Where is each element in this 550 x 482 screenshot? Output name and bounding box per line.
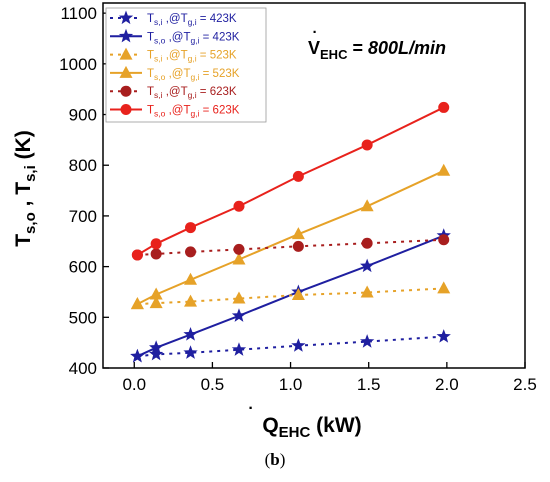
y-axis-title: Ts,o , Ts,i (K) <box>12 130 39 247</box>
x-tick-label: 1.5 <box>357 375 381 394</box>
legend-marker-s4 <box>119 65 133 78</box>
y-title-unit: (K) <box>12 130 35 165</box>
y-tick-label: 400 <box>69 359 97 378</box>
y-title-part2: T <box>12 182 35 195</box>
series-markers <box>130 101 451 363</box>
legend-marker-s1 <box>118 10 134 25</box>
y-tick-label: 1000 <box>59 55 97 74</box>
y-tick-label: 500 <box>69 308 97 327</box>
legend-box <box>105 7 267 123</box>
legend-marker-s5 <box>120 85 132 97</box>
series-lines <box>136 106 445 358</box>
annotation-sub: EHC <box>320 47 348 62</box>
x-axis-title: QEHC (kW) <box>262 414 361 441</box>
x-tick-label: 0.0 <box>122 375 146 394</box>
data-point-s5 <box>185 246 197 258</box>
legend-label-s3: Ts,i ,@Tg,i = 523K <box>147 50 237 64</box>
data-point-s6 <box>292 170 304 182</box>
series-line-s6 <box>136 106 445 256</box>
annotation-eq: = <box>347 38 368 58</box>
data-point-s4 <box>130 297 144 310</box>
y-title-sep: , <box>12 195 35 213</box>
data-point-s3 <box>437 281 451 294</box>
y-title-sub2: s,i <box>22 165 39 182</box>
data-point-s4 <box>232 252 246 265</box>
chart: 0.0 0.5 1.0 1.5 2.0 2.5 400 500 600 700 800 900 100… <box>12 2 537 441</box>
data-point-s6 <box>131 249 143 261</box>
data-point-s6 <box>150 238 162 250</box>
data-point-s1 <box>360 334 375 348</box>
flow-rate-annotation: VEHC = 800L/min <box>308 38 446 62</box>
data-point-s2 <box>183 327 198 341</box>
data-point-s2 <box>231 308 247 322</box>
plot-frame <box>102 2 526 369</box>
data-point-s6 <box>233 200 245 212</box>
data-point-s1 <box>183 345 198 359</box>
series-line-s4 <box>136 169 445 306</box>
y-axis-ticks: 400 500 600 700 800 900 1000 1100 <box>59 4 109 378</box>
y-tick-label: 1100 <box>60 4 97 23</box>
data-point-s3 <box>184 294 198 307</box>
figure-caption: (b) <box>264 450 286 469</box>
data-point-s1 <box>436 329 451 343</box>
series-line-s1 <box>137 335 444 358</box>
x-axis-ticks: 0.0 0.5 1.0 1.5 2.0 2.5 <box>122 362 537 394</box>
legend: Ts,i ,@Tg,i = 423K Ts,o ,@Tg,i = 423K Ts,i… <box>105 7 267 123</box>
y-title-sub1: s,o <box>22 212 39 234</box>
legend-marker-s2 <box>118 28 134 43</box>
data-point-s6 <box>438 101 450 113</box>
data-point-s1 <box>291 338 306 352</box>
legend-label-s2: Ts,o ,@Tg,i = 423K <box>147 31 240 45</box>
legend-label-s1: Ts,i ,@Tg,i = 423K <box>147 13 237 27</box>
legend-marker-s6 <box>120 104 132 115</box>
data-point-s4 <box>437 163 451 176</box>
y-tick-label: 800 <box>69 156 97 175</box>
data-point-s1 <box>149 346 164 361</box>
y-title-part1: T <box>12 234 35 247</box>
data-point-s3 <box>149 296 163 309</box>
data-point-s5 <box>361 237 373 249</box>
data-point-s2 <box>130 348 145 363</box>
data-point-s5 <box>292 240 304 252</box>
data-point-s2 <box>360 258 375 273</box>
data-point-s1 <box>231 342 247 356</box>
x-title-sub: EHC <box>279 424 311 441</box>
series-line-s5 <box>137 238 444 256</box>
legend-label-s4: Ts,o ,@Tg,i = 523K <box>147 68 240 82</box>
y-tick-label: 900 <box>69 106 97 125</box>
data-point-s5 <box>233 243 245 255</box>
annotation-main: V <box>308 38 320 58</box>
data-point-s5 <box>150 248 162 260</box>
legend-label-s5: Ts,i ,@Tg,i = 623K <box>147 86 237 100</box>
legend-marker-s3 <box>119 47 133 60</box>
series-line-s3 <box>137 287 444 306</box>
data-point-s6 <box>185 222 197 234</box>
x-title-unit: (kW) <box>310 414 361 437</box>
data-point-s4 <box>149 287 163 300</box>
caption-letter: b <box>270 450 280 469</box>
data-point-s4 <box>360 199 374 212</box>
annotation-dot: · <box>313 24 318 41</box>
x-tick-label: 0.5 <box>201 375 225 394</box>
x-tick-label: 2.5 <box>513 375 537 394</box>
data-point-s3 <box>291 288 305 300</box>
legend-label-s6: Ts,o ,@Tg,i = 623K <box>147 105 240 119</box>
data-point-s6 <box>361 139 373 151</box>
data-point-s4 <box>291 227 305 240</box>
y-tick-label: 600 <box>69 258 97 277</box>
annotation-value: 800L/min <box>368 38 446 58</box>
data-point-s3 <box>360 285 374 298</box>
data-point-s5 <box>438 234 450 246</box>
x-title-main: Q <box>262 414 278 437</box>
x-tick-label: 1.0 <box>279 375 303 394</box>
x-tick-label: 2.0 <box>435 375 459 394</box>
data-point-s3 <box>232 291 246 304</box>
x-title-dot: · <box>248 400 253 417</box>
y-tick-label: 700 <box>69 207 97 226</box>
data-point-s2 <box>149 340 164 354</box>
data-point-s4 <box>184 272 198 285</box>
